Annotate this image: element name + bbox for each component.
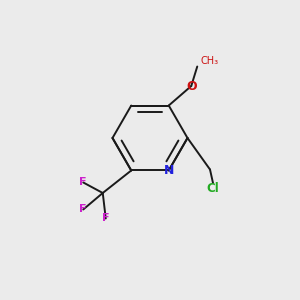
Text: F: F bbox=[102, 214, 110, 224]
Text: F: F bbox=[80, 205, 87, 214]
Text: Cl: Cl bbox=[207, 182, 219, 195]
Text: F: F bbox=[80, 178, 87, 188]
Text: O: O bbox=[186, 80, 196, 92]
Text: N: N bbox=[164, 164, 174, 177]
Text: CH₃: CH₃ bbox=[200, 56, 218, 65]
